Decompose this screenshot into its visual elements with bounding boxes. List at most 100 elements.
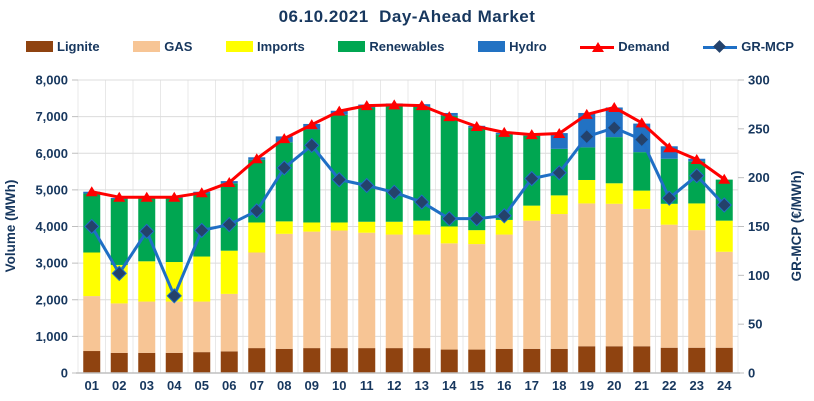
x-tick-label-12: 12 bbox=[387, 378, 401, 393]
x-tick-label-03: 03 bbox=[140, 378, 154, 393]
bar-lignite-h09 bbox=[303, 348, 321, 373]
demand-marker-h23 bbox=[690, 153, 703, 164]
imports-swatch-icon bbox=[226, 41, 254, 52]
gr-mcp-marker-h05 bbox=[194, 222, 210, 239]
legend-item-lignite: Lignite bbox=[26, 39, 100, 54]
bar-renewables-h19 bbox=[578, 147, 596, 180]
left-axis-tick-label: 3,000 bbox=[35, 256, 68, 271]
bar-gas-h03 bbox=[138, 301, 156, 353]
bar-lignite-h06 bbox=[220, 351, 238, 373]
bar-lignite-h12 bbox=[385, 348, 403, 373]
demand-marker-h12 bbox=[388, 99, 401, 110]
bar-imports-h23 bbox=[688, 203, 706, 231]
bar-gas-h14 bbox=[440, 243, 458, 350]
demand-marker-h02 bbox=[113, 191, 126, 202]
left-axis-tick-label: 5,000 bbox=[35, 182, 68, 197]
bar-renewables-h10 bbox=[330, 114, 348, 223]
bar-lignite-h13 bbox=[413, 348, 431, 373]
x-tick-label-09: 09 bbox=[305, 378, 319, 393]
bar-imports-h14 bbox=[440, 226, 458, 244]
chart-legend: Lignite GAS Imports Renewables Hydro Demand GR… bbox=[26, 39, 794, 54]
bar-imports-h06 bbox=[220, 250, 238, 294]
right-axis-tick-label: 200 bbox=[748, 170, 770, 185]
bar-lignite-h16 bbox=[495, 348, 513, 373]
demand-marker-h18 bbox=[553, 127, 566, 138]
left-axis-tick-label: 2,000 bbox=[35, 292, 68, 307]
bar-lignite-h23 bbox=[688, 347, 706, 373]
bar-lignite-h22 bbox=[660, 347, 678, 373]
legend-item-imports: Imports bbox=[226, 39, 305, 54]
bar-lignite-h05 bbox=[193, 352, 211, 373]
bar-gas-h15 bbox=[468, 244, 486, 350]
demand-marker-h22 bbox=[663, 142, 676, 153]
x-tick-label-15: 15 bbox=[470, 378, 484, 393]
x-tick-label-02: 02 bbox=[112, 378, 126, 393]
bar-lignite-h02 bbox=[110, 352, 128, 373]
x-tick-label-07: 07 bbox=[250, 378, 264, 393]
gr-mcp-marker-h10 bbox=[331, 171, 347, 188]
bar-imports-h16 bbox=[495, 219, 513, 235]
bar-gas-h21 bbox=[633, 208, 651, 347]
demand-marker-h20 bbox=[608, 101, 621, 112]
gr-mcp-marker-h17 bbox=[524, 170, 540, 187]
bar-imports-h09 bbox=[303, 222, 321, 232]
bar-imports-h01 bbox=[83, 252, 101, 297]
bar-lignite-h15 bbox=[468, 349, 486, 373]
right-axis-tick-label: 150 bbox=[748, 219, 770, 234]
legend-label: GAS bbox=[164, 39, 193, 54]
bar-imports-h20 bbox=[605, 183, 623, 204]
bar-renewables-h08 bbox=[275, 142, 293, 222]
bar-gas-h18 bbox=[550, 214, 568, 349]
demand-marker-icon bbox=[580, 41, 615, 53]
demand-marker-h05 bbox=[195, 187, 208, 198]
x-tick-label-08: 08 bbox=[277, 378, 291, 393]
right-axis-tick-label: 250 bbox=[748, 121, 770, 136]
bar-imports-h03 bbox=[138, 261, 156, 302]
bar-lignite-h19 bbox=[578, 346, 596, 373]
gr-mcp-marker-h11 bbox=[359, 177, 375, 194]
x-tick-label-19: 19 bbox=[580, 378, 594, 393]
bar-renewables-h21 bbox=[633, 152, 651, 191]
gr-mcp-marker-h01 bbox=[84, 218, 100, 235]
gr-mcp-marker-h24 bbox=[716, 197, 732, 213]
gr-mcp-marker-h08 bbox=[276, 160, 292, 176]
legend-item-hydro: Hydro bbox=[478, 39, 547, 54]
left-axis-tick-label: 7,000 bbox=[35, 109, 68, 124]
legend-label: Demand bbox=[618, 39, 670, 54]
demand-marker-h06 bbox=[223, 177, 236, 188]
bar-gas-h20 bbox=[605, 203, 623, 347]
bar-gas-h01 bbox=[83, 296, 101, 352]
x-tick-label-23: 23 bbox=[690, 378, 704, 393]
bar-imports-h08 bbox=[275, 221, 293, 234]
demand-marker-h08 bbox=[278, 133, 291, 144]
bar-imports-h24 bbox=[715, 220, 733, 252]
bar-gas-h09 bbox=[303, 231, 321, 349]
bar-lignite-h21 bbox=[633, 346, 651, 373]
bar-lignite-h10 bbox=[330, 348, 348, 373]
x-tick-label-14: 14 bbox=[442, 378, 457, 393]
x-tick-label-24: 24 bbox=[717, 378, 732, 393]
bar-gas-h04 bbox=[165, 301, 183, 353]
legend-item-gr-mcp: GR-MCP bbox=[703, 39, 794, 54]
gr-mcp-marker-h23 bbox=[689, 168, 705, 184]
bar-lignite-h07 bbox=[248, 348, 266, 373]
bar-imports-h12 bbox=[385, 221, 403, 235]
bar-imports-h22 bbox=[660, 203, 678, 225]
renewables-swatch-icon bbox=[338, 41, 366, 52]
bar-gas-h23 bbox=[688, 230, 706, 348]
right-axis-tick-label: 300 bbox=[748, 73, 770, 88]
bar-lignite-h18 bbox=[550, 348, 568, 373]
bar-renewables-h02 bbox=[110, 199, 128, 265]
gr-mcp-marker-h12 bbox=[386, 184, 402, 201]
gr-mcp-marker-h06 bbox=[221, 216, 237, 233]
bar-imports-h11 bbox=[358, 221, 376, 233]
demand-marker-h17 bbox=[525, 129, 538, 140]
left-axis-tick-label: 8,000 bbox=[35, 73, 68, 88]
bar-lignite-h24 bbox=[715, 347, 733, 373]
gr-mcp-marker-h18 bbox=[551, 165, 567, 181]
gr-mcp-marker-h15 bbox=[469, 210, 485, 227]
demand-marker-h16 bbox=[498, 126, 511, 137]
bar-renewables-h04 bbox=[165, 197, 183, 263]
x-tick-label-18: 18 bbox=[552, 378, 566, 393]
